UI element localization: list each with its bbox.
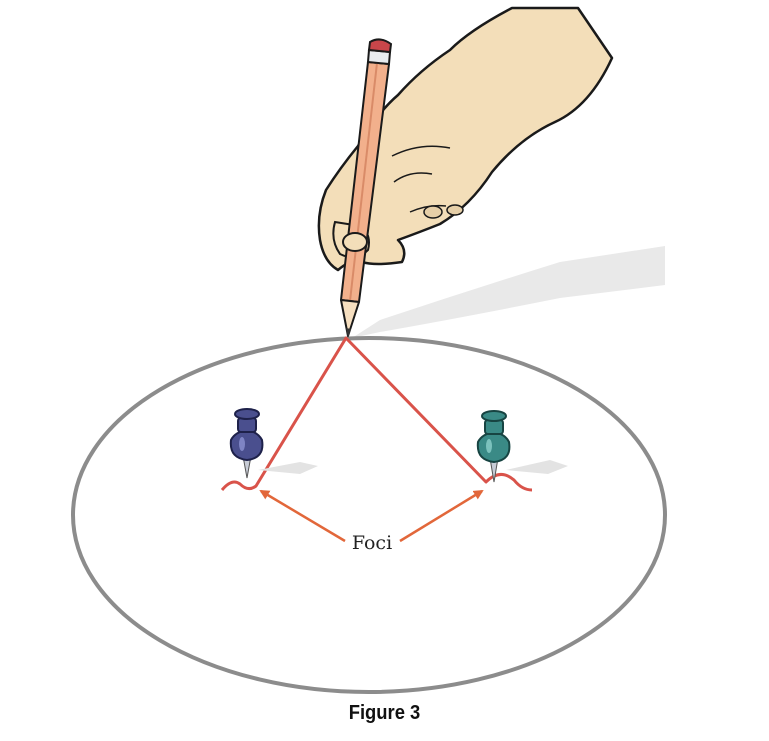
string [220,336,533,492]
ellipse-curve [71,336,667,694]
arrow-to-right-focus [399,489,484,543]
figure-caption: Figure 3 [348,702,421,724]
pin-shadow-left [258,462,318,474]
foci-label: Foci [347,532,397,554]
arrow-to-left-focus [259,489,346,543]
pencil-shadow [352,246,665,338]
hand [317,6,614,272]
pushpin-right [476,410,511,483]
pin-shadow-right [506,460,568,474]
pushpin-left [229,408,264,479]
pencil [340,38,393,338]
